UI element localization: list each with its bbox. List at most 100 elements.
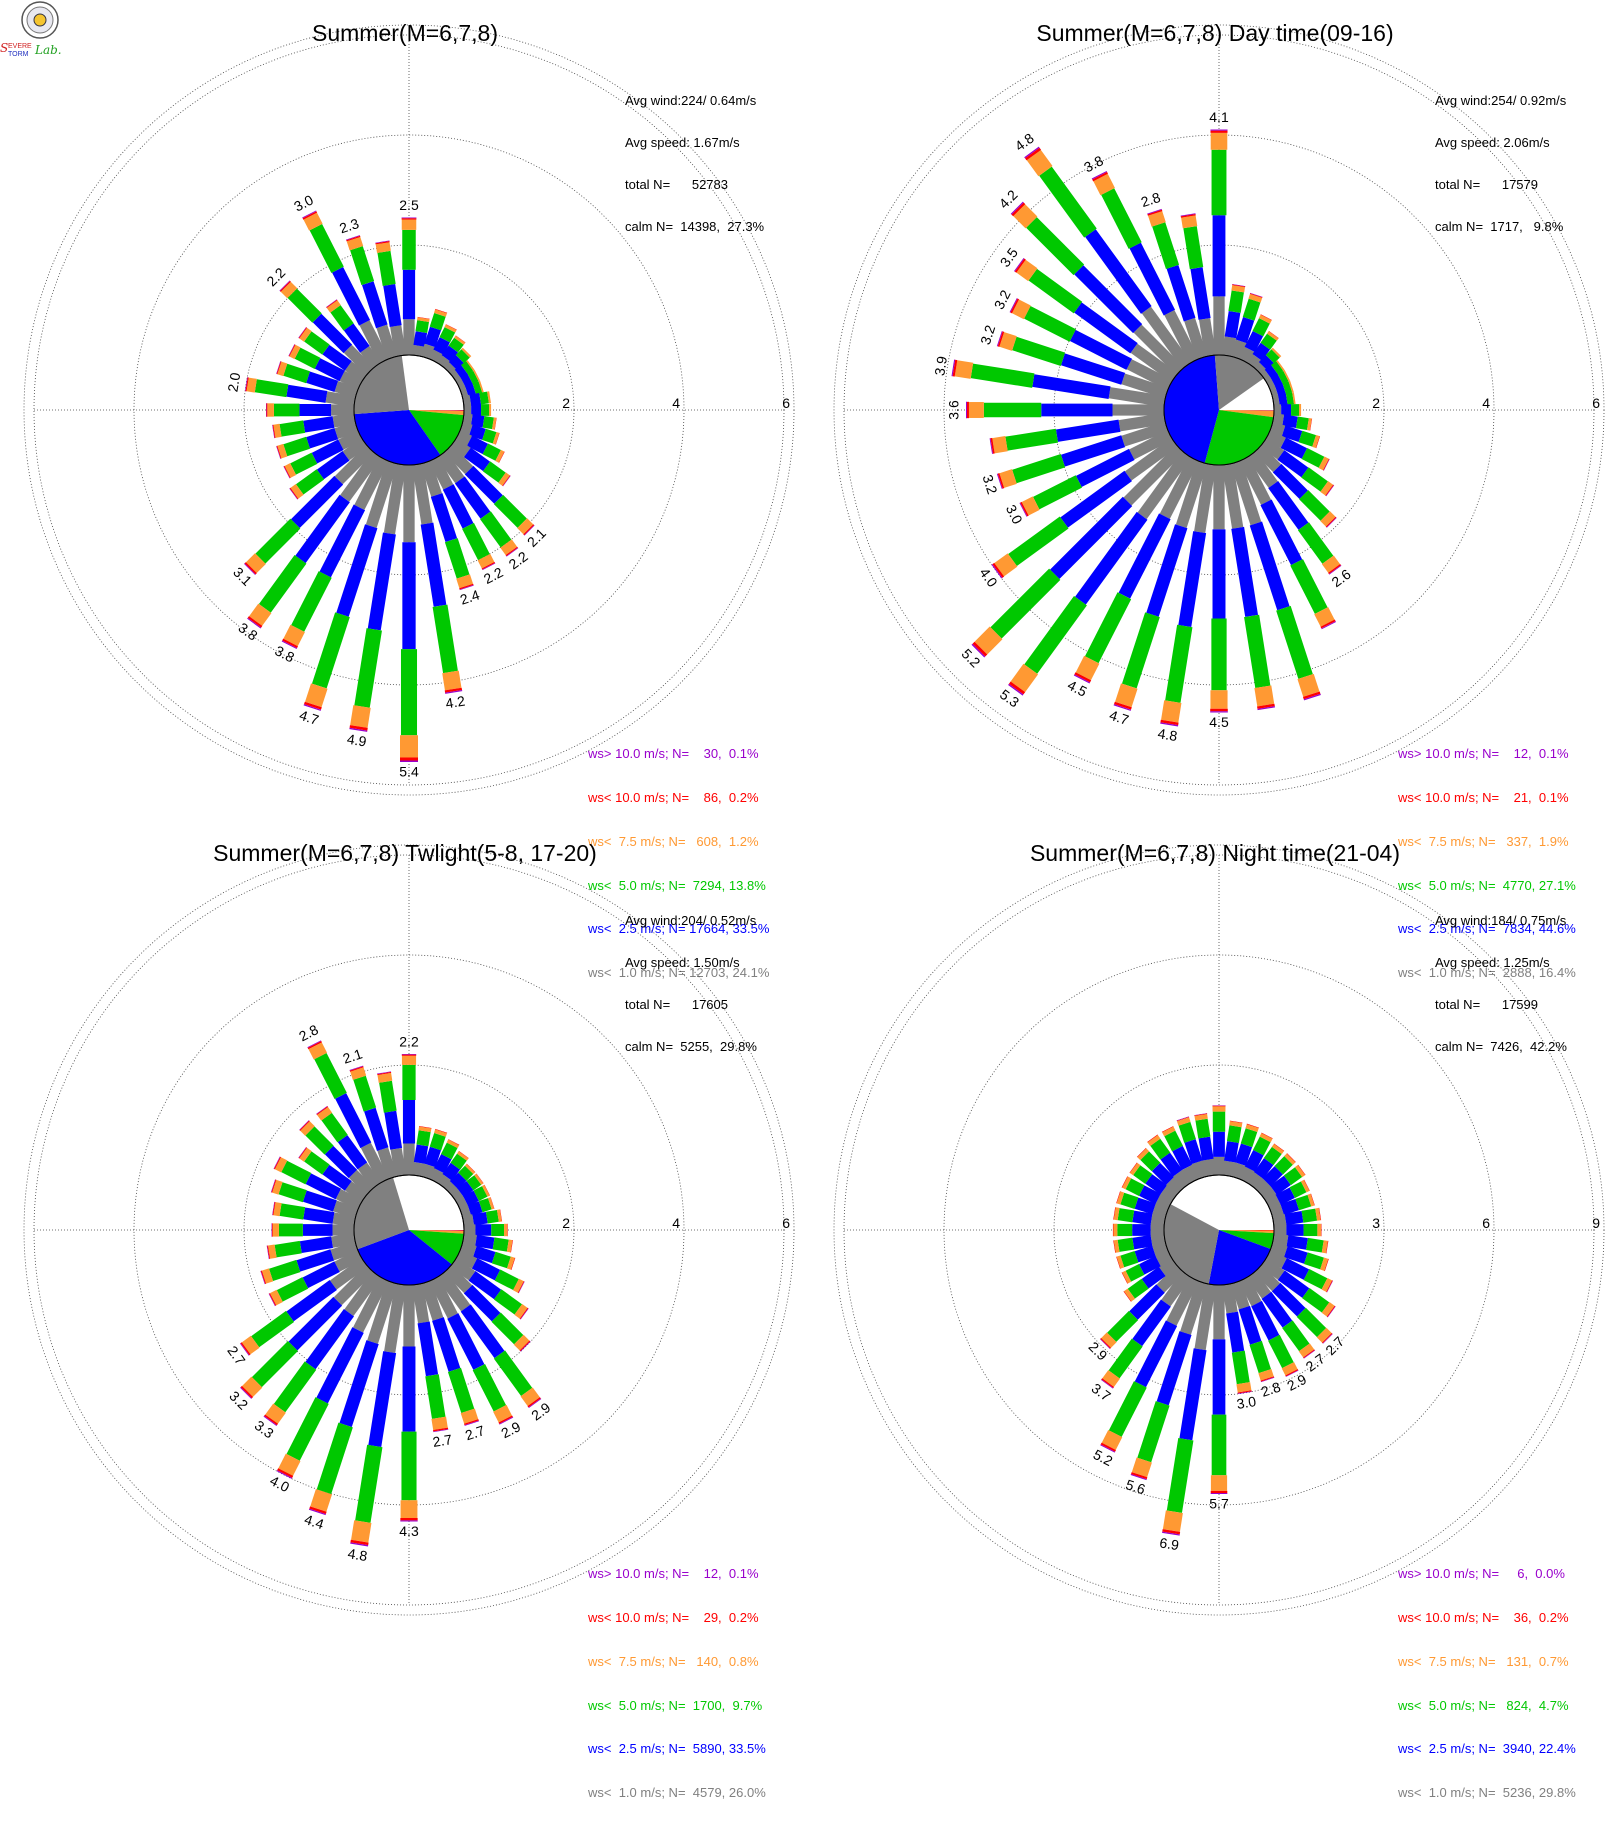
bar-segment xyxy=(326,397,354,401)
bar-segment xyxy=(1274,1338,1288,1365)
bar-segment xyxy=(396,1149,400,1176)
bar-segment xyxy=(1268,382,1273,385)
bar-segment xyxy=(463,1239,476,1241)
bar-segment xyxy=(997,570,999,571)
bar-segment xyxy=(332,1247,356,1255)
avg-wind-text: Avg wind:184/ 0.75m/s xyxy=(1435,914,1567,928)
bar-segment xyxy=(1108,192,1136,246)
bar-segment xyxy=(1258,366,1263,371)
bar-segment xyxy=(305,1126,310,1131)
bar-segment xyxy=(276,1247,301,1251)
bar-value-label: 2.3 xyxy=(337,215,361,236)
bar-segment xyxy=(432,1375,439,1418)
direction-bar xyxy=(463,1215,501,1221)
bar-segment xyxy=(509,1262,513,1263)
bar-value-label: 2.8 xyxy=(1259,1378,1283,1399)
bar-segment xyxy=(1303,526,1327,560)
bar-segment xyxy=(292,293,317,318)
legend-entry: ws< 5.0 m/s; N= 1700, 9.7% xyxy=(588,1699,766,1714)
bar-segment xyxy=(1309,1200,1312,1201)
bar-value-label: 4.2 xyxy=(444,693,466,712)
bar-segment xyxy=(505,1419,506,1420)
bar-segment xyxy=(300,474,321,489)
bar-segment xyxy=(1015,689,1016,690)
bar-segment xyxy=(441,359,446,366)
bar-segment xyxy=(528,529,529,530)
bar-segment xyxy=(1019,265,1020,266)
bar-segment xyxy=(1316,1214,1320,1215)
bar-segment xyxy=(375,1352,390,1446)
bar-segment xyxy=(1263,1190,1273,1197)
bar-segment xyxy=(1129,615,1152,686)
bar-segment xyxy=(476,1191,485,1195)
bar-segment xyxy=(320,1056,340,1096)
bar-segment xyxy=(1055,501,1128,574)
bar-segment xyxy=(1158,1255,1170,1261)
bar-segment xyxy=(1228,337,1231,355)
bar-segment xyxy=(1119,1197,1123,1198)
bar-segment xyxy=(511,551,512,552)
bar-segment xyxy=(1287,1324,1304,1347)
bar-value-label: 2.8 xyxy=(296,1021,321,1044)
bar-segment xyxy=(450,672,453,689)
bar-segment xyxy=(524,1313,525,1314)
bar-value-label: 3.9 xyxy=(931,355,950,377)
ring-label: 6 xyxy=(782,1215,790,1231)
calm-pie xyxy=(354,355,464,465)
bar-segment xyxy=(426,345,430,357)
bar-segment xyxy=(1277,389,1285,391)
bar-segment xyxy=(1013,523,1065,561)
bar-segment xyxy=(419,332,421,346)
bar-value-label: 2.0 xyxy=(224,371,243,393)
bar-segment xyxy=(453,359,460,366)
bar-segment xyxy=(979,648,981,650)
bar-segment xyxy=(484,557,488,565)
bar-segment xyxy=(285,1472,286,1474)
bar-segment xyxy=(1142,1261,1158,1269)
direction-bar xyxy=(461,386,482,393)
bar-segment xyxy=(269,1251,276,1252)
bar-segment xyxy=(246,1391,247,1392)
bar-segment xyxy=(245,1348,246,1349)
bar-segment xyxy=(1304,454,1321,463)
bar-segment xyxy=(999,560,1012,570)
bar-segment xyxy=(1178,1149,1188,1168)
bar-segment xyxy=(454,1177,462,1185)
bar-segment xyxy=(1142,1191,1158,1199)
bar-segment xyxy=(1249,301,1255,319)
bar-segment xyxy=(1256,1343,1265,1371)
bar-segment xyxy=(1251,1126,1252,1130)
bar-segment xyxy=(1134,1168,1137,1170)
bar-segment xyxy=(499,500,523,524)
bar-segment xyxy=(420,1145,423,1163)
bar-segment xyxy=(1137,1170,1149,1179)
bar-segment xyxy=(1170,1133,1178,1148)
bar-value-label: 2.4 xyxy=(458,586,482,607)
bar-segment xyxy=(478,1179,480,1180)
bar-segment xyxy=(285,370,308,377)
legend-entry: ws< 1.0 m/s; N= 5236, 29.8% xyxy=(1398,1786,1576,1801)
bar-segment xyxy=(1186,1349,1200,1439)
bar-segment xyxy=(304,1125,305,1126)
ring-label: 2 xyxy=(562,395,570,411)
bar-segment xyxy=(1125,1182,1128,1184)
bar-segment xyxy=(1151,1219,1164,1221)
bar-segment xyxy=(1328,560,1334,569)
bar-segment xyxy=(1283,608,1305,676)
bar-segment xyxy=(1331,522,1332,523)
bar-segment xyxy=(1154,1247,1167,1251)
bar-segment xyxy=(1021,266,1033,274)
bar-segment xyxy=(246,1393,247,1394)
bar-segment xyxy=(1107,1383,1108,1384)
legend-entry: ws< 10.0 m/s; N= 36, 0.2% xyxy=(1398,1611,1576,1626)
bar-segment xyxy=(1128,1184,1141,1191)
bar-segment xyxy=(308,1156,326,1169)
bar-segment xyxy=(1034,155,1046,171)
bar-segment xyxy=(499,1354,526,1391)
bar-segment xyxy=(1280,365,1281,366)
bar-segment xyxy=(1002,476,1015,480)
bar-segment xyxy=(1265,1371,1267,1378)
bar-segment xyxy=(1327,1338,1328,1339)
ring-label: 9 xyxy=(1592,1215,1600,1231)
bar-segment xyxy=(303,333,308,336)
